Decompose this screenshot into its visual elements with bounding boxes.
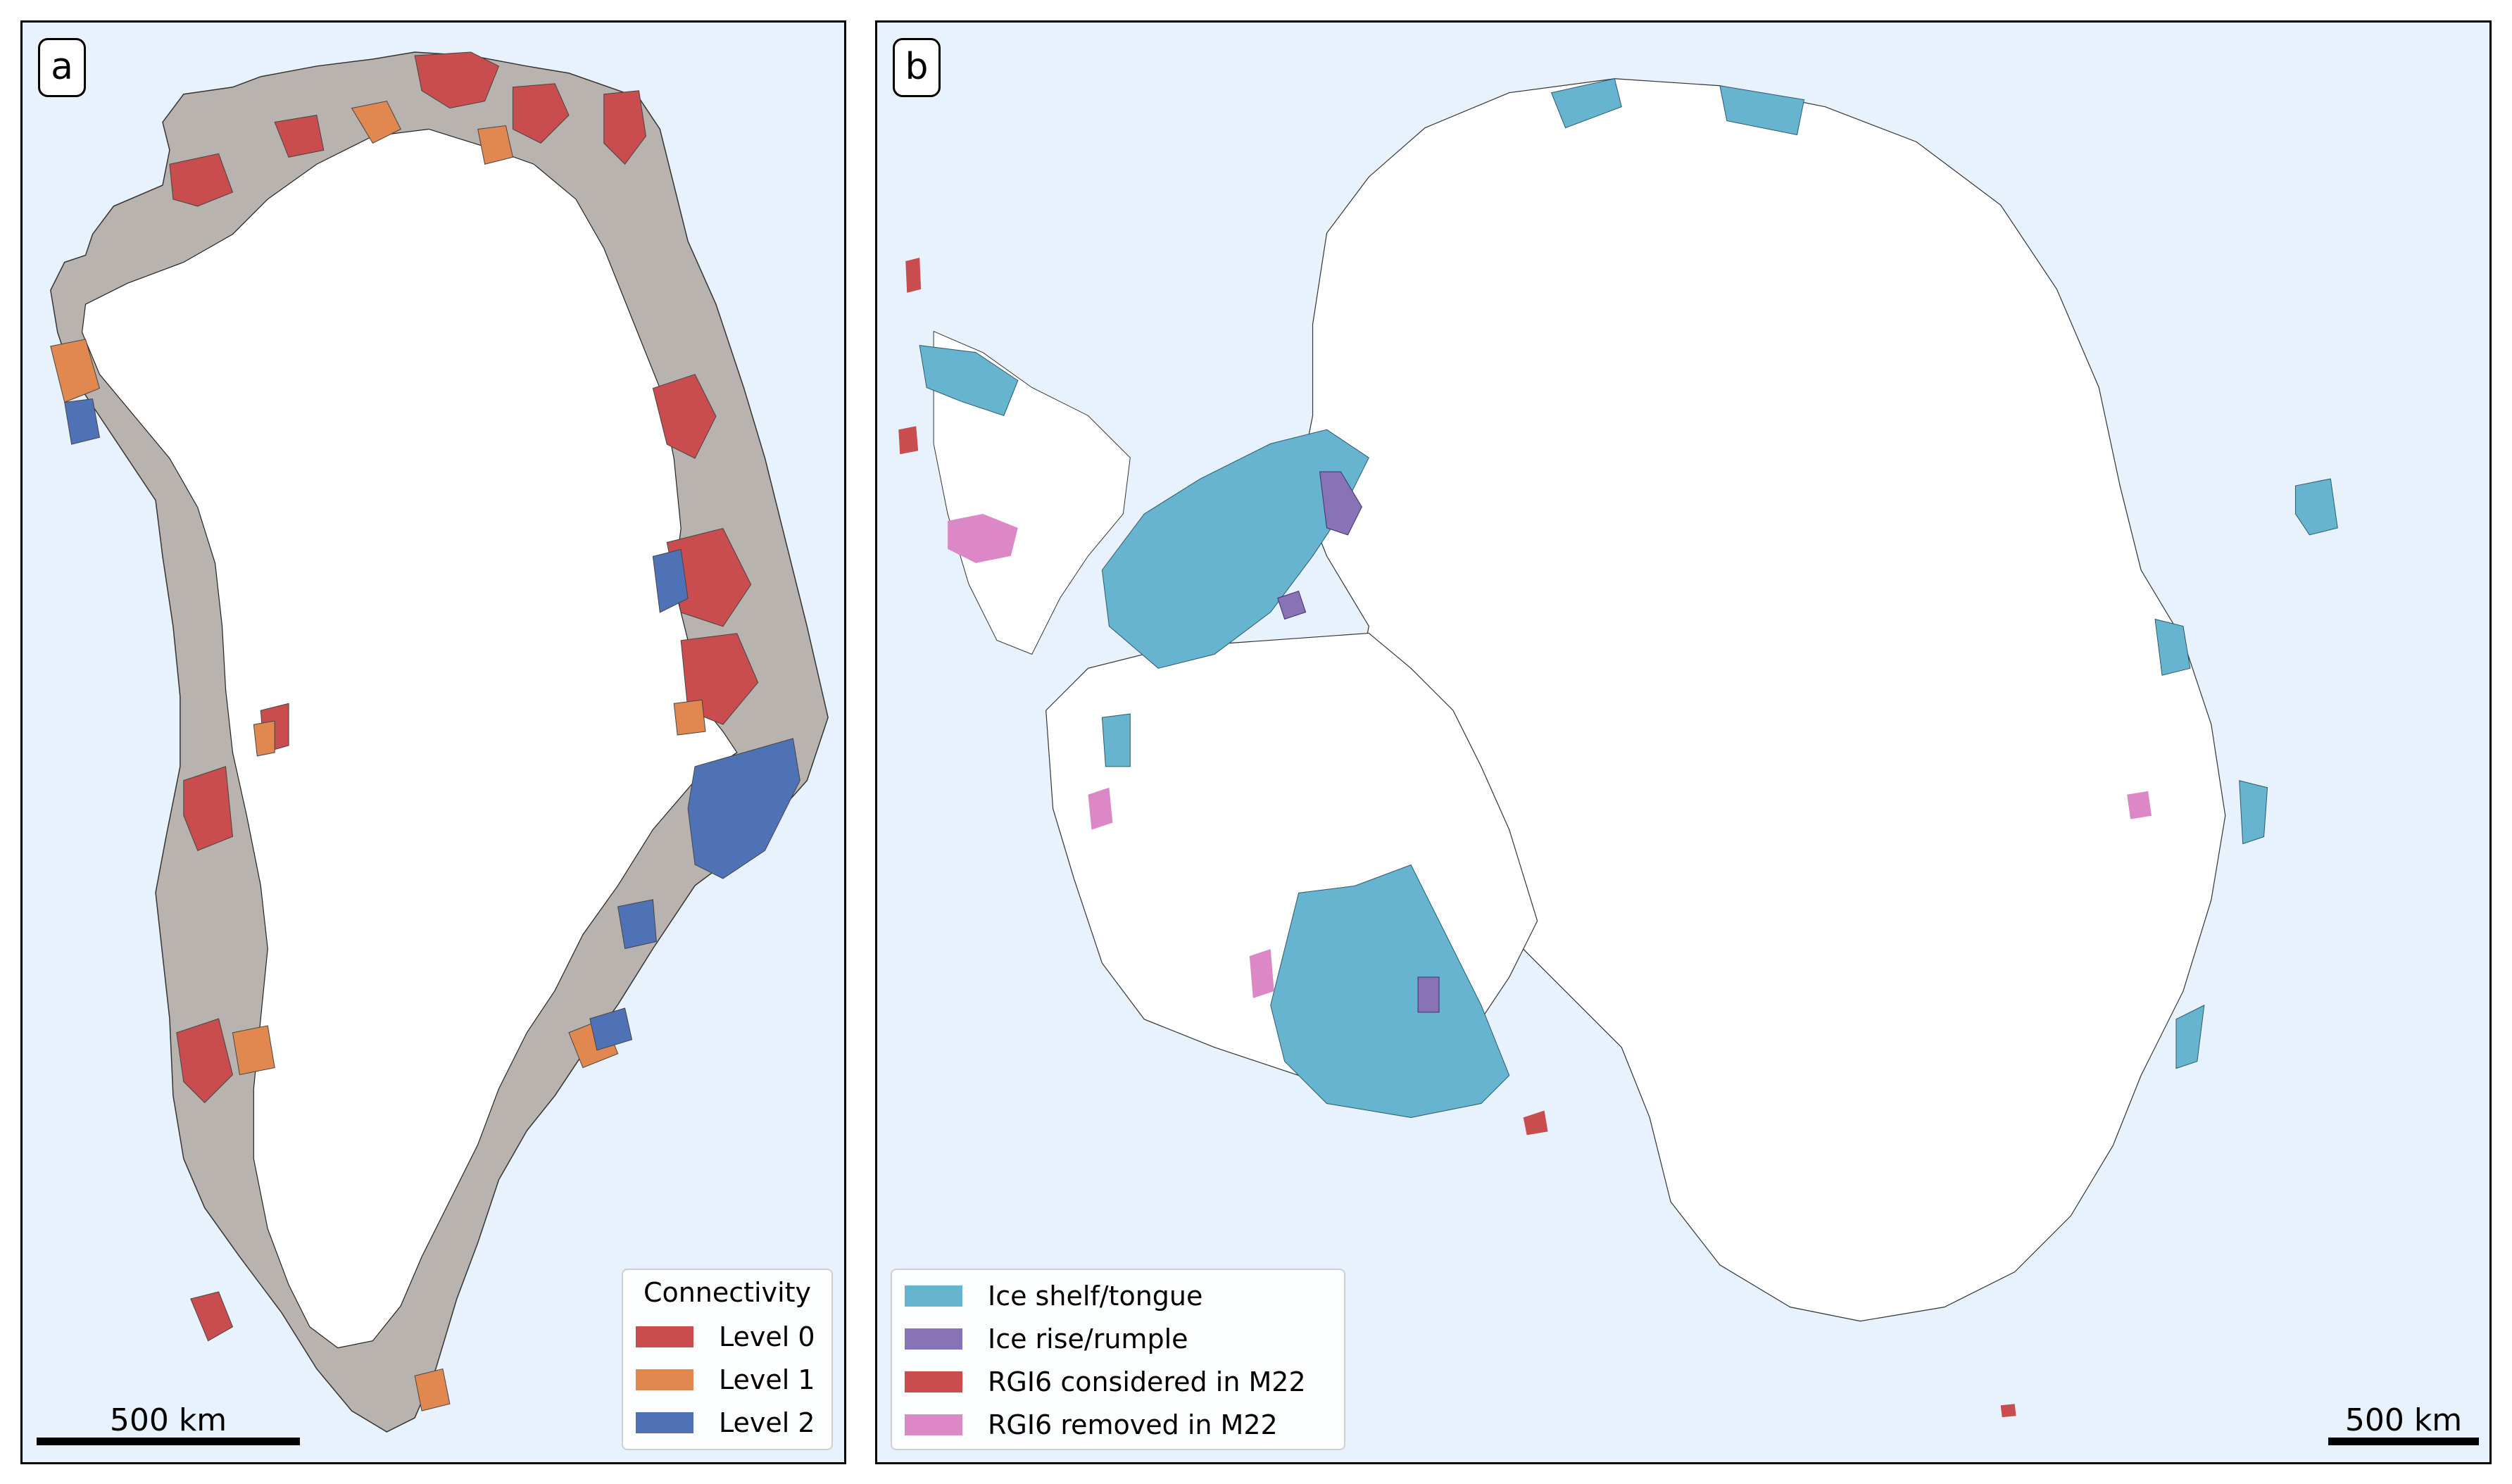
legend-swatch-level-1 (636, 1369, 693, 1390)
legend-item-rgi6-considered: RGI6 considered in M22 (905, 1360, 1331, 1403)
legend-swatch-level-0 (636, 1326, 693, 1347)
scalebar-b: 500 km (2328, 1404, 2479, 1445)
legend-label: Ice rise/rumple (988, 1323, 1188, 1354)
legend-swatch-ice-rise (905, 1328, 962, 1350)
scalebar-label: 500 km (2344, 1402, 2463, 1438)
rgi6-considered-m22 (898, 258, 2016, 1418)
legend-label: Level 0 (719, 1321, 815, 1352)
legend-item-ice-shelf-tongue: Ice shelf/tongue (905, 1274, 1331, 1317)
panel-b-antarctica-map: b Ice shelf/tongue Ice rise/rumple RGI6 … (875, 20, 2492, 1464)
scalebar-bar (2328, 1438, 2479, 1445)
ice-rises (1277, 471, 1440, 1013)
level-1-glaciers (50, 101, 706, 1411)
legend-swatch-rgi6-removed (905, 1414, 962, 1435)
legend-item-level-0: Level 0 (636, 1315, 819, 1358)
scalebar-a: 500 km (37, 1404, 300, 1445)
ronne-filchner-ice-shelf (1101, 429, 1369, 669)
legend-item-level-2: Level 2 (636, 1401, 819, 1444)
greenland-ice-sheet (81, 128, 738, 1349)
legend-label: Level 2 (719, 1407, 815, 1438)
legend-title: Connectivity (643, 1277, 812, 1308)
panel-a-label: a (38, 38, 86, 97)
ross-ice-shelf (1270, 864, 1510, 1118)
panel-b-label: b (893, 38, 941, 97)
scalebar-label: 500 km (109, 1402, 227, 1438)
legend-label: Level 1 (719, 1364, 815, 1395)
legend-swatch-level-2 (636, 1411, 693, 1433)
rgi6-removed-m22 (948, 513, 2152, 998)
legend-label: RGI6 considered in M22 (988, 1366, 1306, 1397)
peninsula-ice-shelf (919, 345, 1019, 416)
legend-item-level-1: Level 1 (636, 1358, 819, 1401)
legend-item-ice-rise-rumple: Ice rise/rumple (905, 1317, 1331, 1360)
legend-label: Ice shelf/tongue (988, 1280, 1203, 1312)
level-2-glaciers (64, 398, 800, 1051)
antarctica-map (898, 78, 2338, 1418)
ice-shelves (919, 78, 2338, 1118)
legend-item-rgi6-removed: RGI6 removed in M22 (905, 1403, 1331, 1446)
connectivity-legend: Connectivity Level 0 Level 1 Level 2 (622, 1269, 833, 1450)
scalebar-bar (37, 1438, 300, 1445)
antarctica-legend: Ice shelf/tongue Ice rise/rumple RGI6 co… (891, 1269, 1345, 1450)
legend-swatch-ice-shelf (905, 1285, 962, 1307)
legend-label: RGI6 removed in M22 (988, 1409, 1278, 1440)
greenland-map (50, 51, 829, 1433)
legend-swatch-rgi6-considered (905, 1371, 962, 1392)
panel-a-greenland-map: a Connectivity Level 0 Level 1 Level 2 5… (20, 20, 846, 1464)
amery-ice-shelf (2294, 478, 2338, 536)
